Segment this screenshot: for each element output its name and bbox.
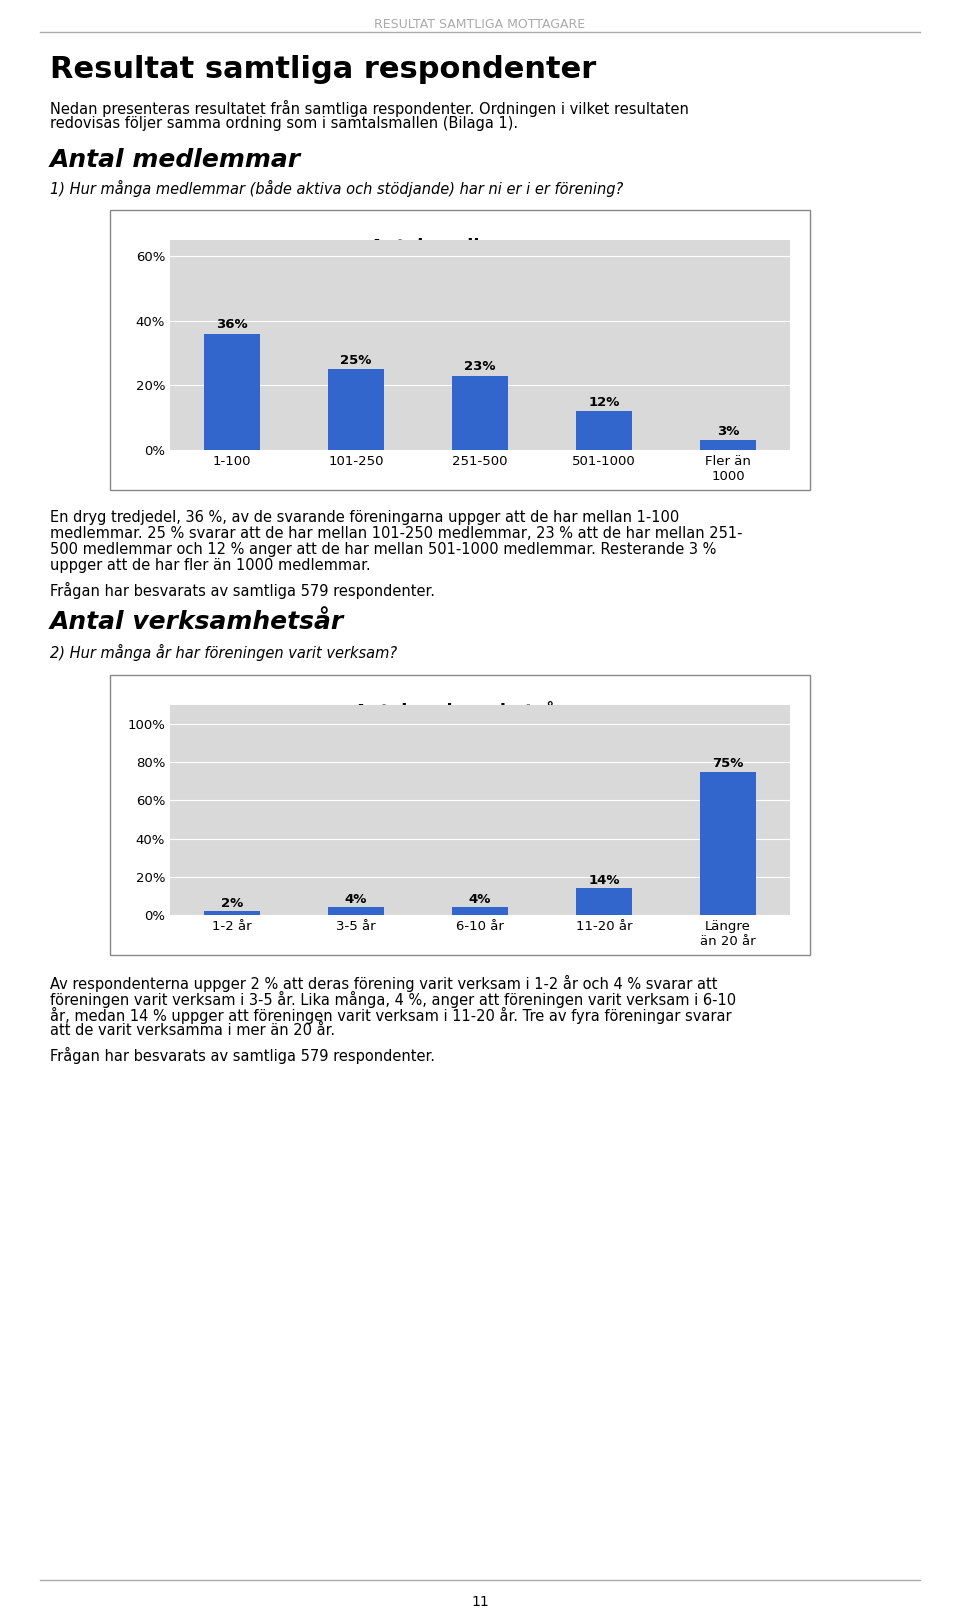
Bar bbox=[328, 908, 384, 915]
Text: 4%: 4% bbox=[468, 894, 492, 907]
Bar bbox=[452, 908, 508, 915]
Text: RESULTAT SAMTLIGA MOTTAGARE: RESULTAT SAMTLIGA MOTTAGARE bbox=[374, 18, 586, 31]
Text: 1) Hur många medlemmar (både aktiva och stödjande) har ni er i er förening?: 1) Hur många medlemmar (både aktiva och … bbox=[50, 181, 623, 197]
Text: Nedan presenteras resultatet från samtliga respondenter. Ordningen i vilket resu: Nedan presenteras resultatet från samtli… bbox=[50, 100, 689, 118]
Bar bbox=[328, 369, 384, 450]
Text: 2) Hur många år har föreningen varit verksam?: 2) Hur många år har föreningen varit ver… bbox=[50, 644, 397, 661]
Text: medlemmar. 25 % svarar att de har mellan 101-250 medlemmar, 23 % att de har mell: medlemmar. 25 % svarar att de har mellan… bbox=[50, 526, 742, 540]
Text: 25%: 25% bbox=[340, 353, 372, 366]
Text: 23%: 23% bbox=[465, 360, 495, 373]
Text: 3%: 3% bbox=[717, 424, 739, 437]
Text: 2%: 2% bbox=[221, 897, 243, 910]
Bar bbox=[576, 411, 632, 450]
Text: Frågan har besvarats av samtliga 579 respondenter.: Frågan har besvarats av samtliga 579 res… bbox=[50, 1047, 435, 1065]
FancyBboxPatch shape bbox=[110, 210, 810, 490]
Text: 11: 11 bbox=[471, 1595, 489, 1610]
Text: Resultat samtliga respondenter: Resultat samtliga respondenter bbox=[50, 55, 596, 84]
Bar bbox=[204, 334, 260, 450]
Text: En dryg tredjedel, 36 %, av de svarande föreningarna uppger att de har mellan 1-: En dryg tredjedel, 36 %, av de svarande … bbox=[50, 510, 680, 524]
Bar bbox=[452, 376, 508, 450]
Text: redovisas följer samma ordning som i samtalsmallen (Bilaga 1).: redovisas följer samma ordning som i sam… bbox=[50, 116, 518, 131]
Text: 12%: 12% bbox=[588, 395, 620, 408]
Text: Frågan har besvarats av samtliga 579 respondenter.: Frågan har besvarats av samtliga 579 res… bbox=[50, 582, 435, 598]
Text: att de varit verksamma i mer än 20 år.: att de varit verksamma i mer än 20 år. bbox=[50, 1023, 335, 1039]
Text: Av respondenterna uppger 2 % att deras förening varit verksam i 1-2 år och 4 % s: Av respondenterna uppger 2 % att deras f… bbox=[50, 974, 717, 992]
Text: 36%: 36% bbox=[216, 318, 248, 331]
Bar bbox=[204, 911, 260, 915]
Text: Antal medlemmar: Antal medlemmar bbox=[50, 148, 301, 173]
Text: Antal medlemmar: Antal medlemmar bbox=[370, 239, 550, 256]
Bar bbox=[700, 440, 756, 450]
Text: föreningen varit verksam i 3-5 år. Lika många, 4 %, anger att föreningen varit v: föreningen varit verksam i 3-5 år. Lika … bbox=[50, 990, 736, 1008]
Text: 500 medlemmar och 12 % anger att de har mellan 501-1000 medlemmar. Resterande 3 : 500 medlemmar och 12 % anger att de har … bbox=[50, 542, 716, 556]
Bar bbox=[700, 771, 756, 915]
FancyBboxPatch shape bbox=[110, 674, 810, 955]
Bar bbox=[576, 889, 632, 915]
Text: 14%: 14% bbox=[588, 874, 620, 887]
Text: uppger att de har fler än 1000 medlemmar.: uppger att de har fler än 1000 medlemmar… bbox=[50, 558, 371, 573]
Text: Antal verksamhetsår: Antal verksamhetsår bbox=[50, 610, 345, 634]
Text: år, medan 14 % uppger att föreningen varit verksam i 11-20 år. Tre av fyra fören: år, medan 14 % uppger att föreningen var… bbox=[50, 1007, 732, 1024]
Text: 75%: 75% bbox=[712, 756, 744, 771]
Text: Antal verksamhetsår: Antal verksamhetsår bbox=[354, 703, 565, 721]
Text: 4%: 4% bbox=[345, 894, 367, 907]
